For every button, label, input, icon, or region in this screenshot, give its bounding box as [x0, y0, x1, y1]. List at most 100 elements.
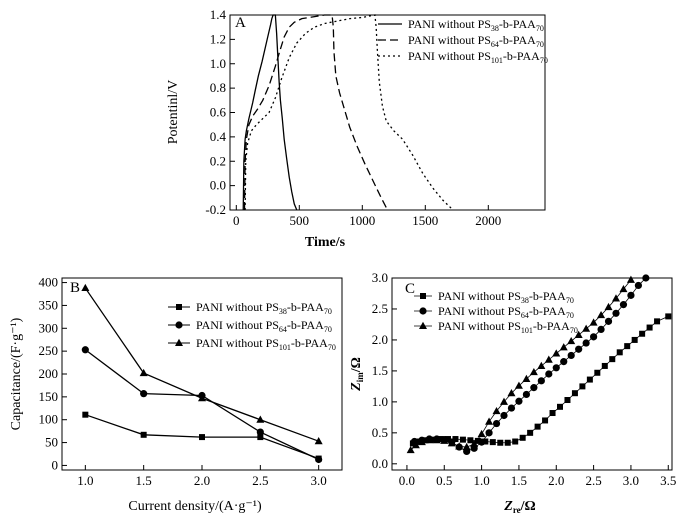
data-point [619, 301, 628, 309]
x-tick-label: 500 [290, 213, 310, 228]
data-point [257, 434, 264, 441]
y-axis-label: Potentinl/V [166, 80, 181, 145]
data-point [527, 429, 534, 436]
legend-label-mid: -b-PAA [499, 17, 536, 31]
data-point [256, 428, 264, 436]
data-point [459, 436, 466, 443]
y-tick-label: -0.2 [205, 202, 226, 217]
data-point [544, 355, 553, 363]
legend-label-prefix: PANI without PS [438, 304, 521, 318]
plot-frame [391, 277, 673, 471]
panel-a: 0 500 1000 1500 2000 -0.2 0.0 0.2 0.4 0.6 0.8 1.0 1.… [166, 7, 548, 250]
data-point [482, 438, 489, 445]
legend-entry: PANI without PS64-b-PAA70 [378, 33, 544, 49]
x-tick-label: 1.0 [473, 473, 489, 488]
legend-label-prefix: PANI without PS [438, 289, 521, 303]
legend-label-sub1: 101 [279, 343, 291, 352]
y-axis-label: Zim/Ω [349, 357, 365, 392]
data-point [522, 374, 531, 382]
data-point [530, 384, 538, 392]
y-tick-label: 0.4 [210, 129, 227, 144]
legend-label-sub1: 64 [279, 325, 287, 334]
x-axis-label: Zre/Ω [503, 499, 536, 515]
data-point [537, 377, 545, 385]
y-tick-label: 0.6 [210, 105, 227, 120]
data-point [474, 437, 481, 444]
data-point [665, 313, 672, 320]
data-point [500, 411, 508, 420]
data-point [500, 397, 508, 405]
series-3 [406, 275, 635, 454]
data-point [612, 294, 620, 302]
y-tick-label: 0 [52, 457, 59, 472]
y-tick-label: 100 [39, 412, 59, 427]
data-point [574, 330, 583, 338]
data-point [537, 361, 546, 369]
data-point [485, 417, 494, 425]
data-point [616, 349, 623, 356]
x-tick-label: 0.0 [399, 473, 415, 488]
legend-label-prefix: PANI without PS [196, 336, 279, 350]
data-point [507, 404, 516, 412]
y-tick-label: 300 [39, 320, 59, 335]
y-axis-label-unit: /Ω [349, 357, 364, 373]
data-point [417, 437, 426, 446]
legend-label: PANI without PS64-b-PAA70 [196, 318, 332, 334]
x-tick-label: 1000 [349, 213, 375, 228]
data-point [545, 370, 553, 378]
legend-entry: PANI without PS38-b-PAA70 [378, 17, 544, 33]
legend-label-mid: -b-PAA [287, 318, 324, 332]
data-point [534, 423, 541, 430]
data-point [315, 455, 323, 464]
data-point [560, 358, 568, 366]
data-point [492, 419, 501, 428]
legend-label: PANI without PS101-b-PAA70 [408, 49, 548, 65]
y-tick-label: 350 [39, 297, 59, 312]
legend-marker [419, 307, 427, 315]
panel-tag: A [235, 15, 246, 31]
legend-marker [420, 293, 426, 299]
data-point [140, 390, 148, 398]
y-tick-label: 50 [45, 435, 58, 450]
legend-entry: PANI without PS64-b-PAA70 [414, 304, 574, 320]
data-point [642, 274, 650, 282]
data-point [567, 336, 576, 345]
legend-label-mid: -b-PAA [499, 33, 536, 47]
legend-label-prefix: PANI without PS [408, 17, 491, 31]
legend-label-sub1: 38 [491, 24, 499, 33]
data-point [462, 442, 471, 451]
series-1 [82, 411, 322, 462]
x-tick-label: 3.5 [660, 473, 676, 488]
data-point [586, 376, 593, 383]
data-point [557, 403, 563, 410]
data-point [579, 383, 586, 390]
data-point [594, 369, 601, 376]
series-1 [242, 14, 298, 211]
legend-label: PANI without PS38-b-PAA70 [408, 17, 544, 33]
panel-tag: B [70, 280, 80, 296]
data-point [314, 437, 323, 445]
data-point [411, 441, 420, 449]
legend-label-sub2: 70 [570, 326, 578, 335]
data-point [199, 434, 205, 441]
y-axis-label: Capacitance/(F·g⁻¹) [9, 317, 24, 430]
legend-label-sub2: 70 [536, 24, 544, 33]
data-point [522, 390, 531, 399]
legend-label-sub1: 64 [521, 311, 529, 320]
data-point [597, 310, 606, 319]
data-point [485, 429, 493, 437]
legend-entry: PANI without PS64-b-PAA70 [168, 318, 332, 334]
y-tick-label: 3.0 [372, 270, 388, 285]
x-axis-label-main: Z [503, 499, 513, 514]
legend-label-sub1: 38 [521, 296, 529, 305]
legend-label: PANI without PS38-b-PAA70 [196, 300, 332, 316]
data-point [139, 368, 148, 377]
data-point [567, 351, 575, 360]
y-tick-label: 1.5 [372, 363, 388, 378]
y-tick-label: 0.0 [210, 178, 226, 193]
data-point [82, 411, 89, 418]
data-point [515, 397, 523, 405]
data-point [552, 364, 560, 372]
data-point [514, 381, 523, 389]
